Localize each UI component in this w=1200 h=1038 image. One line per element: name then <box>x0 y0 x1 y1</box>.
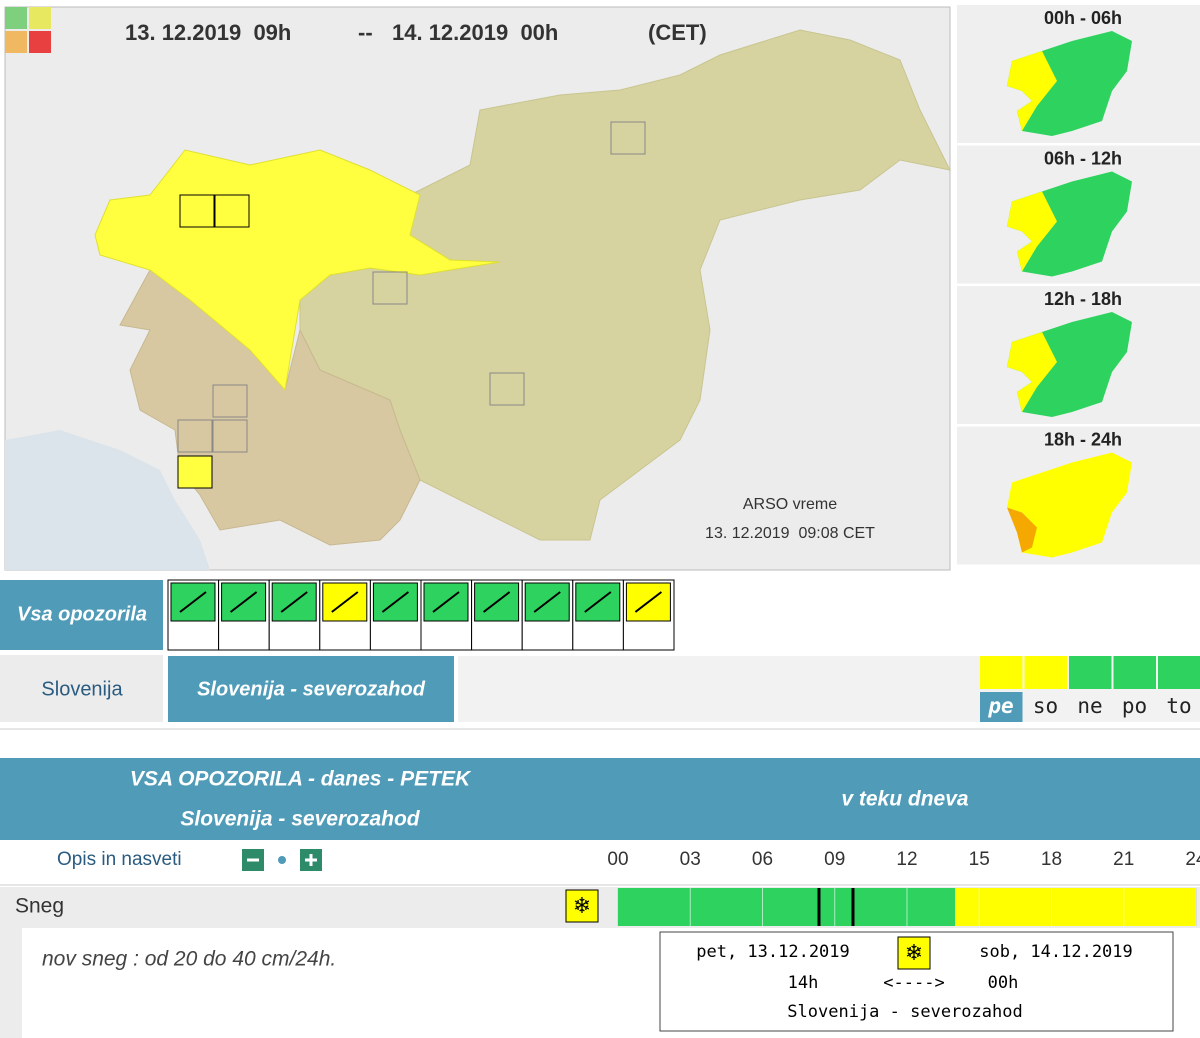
description: nov sneg : od 20 do 40 cm/24h. <box>42 948 336 971</box>
hour-label: 21 <box>1113 849 1134 870</box>
day-label[interactable]: po <box>1122 694 1147 718</box>
warning-type-icon[interactable] <box>625 582 671 622</box>
snow-glyph: ❄ <box>573 893 591 918</box>
period-warning-area <box>1007 191 1057 272</box>
period-warning-area <box>1007 507 1037 553</box>
warning-type-glyph[interactable] <box>179 591 207 613</box>
map-timezone: (CET) <box>648 20 707 45</box>
region-northwest <box>94 149 501 392</box>
warning-type-glyph[interactable] <box>229 591 258 613</box>
period-map <box>1007 452 1132 558</box>
day-color[interactable] <box>980 656 1023 689</box>
period-map <box>1007 312 1132 417</box>
timeline-segment <box>618 888 956 926</box>
reset-dot[interactable] <box>278 856 286 864</box>
map-date-to: 14. 12.2019 00h <box>392 20 558 45</box>
snow-icon <box>565 889 599 923</box>
expand-icon[interactable] <box>305 854 317 866</box>
warning-type-glyph[interactable] <box>280 591 308 613</box>
map-credit: ARSO vreme <box>743 496 837 513</box>
timeline-segment <box>955 888 1196 926</box>
all-warnings-label[interactable]: Vsa opozorila <box>17 603 147 625</box>
table-region: Slovenija - severozahod <box>180 808 420 831</box>
day-color[interactable] <box>1024 656 1068 689</box>
warning-type-glyph[interactable] <box>584 591 612 613</box>
map-timestamp: 13. 12.2019 09:08 CET <box>705 525 875 542</box>
period-label[interactable]: 18h - 24h <box>1044 429 1122 449</box>
day-label[interactable]: ne <box>1077 694 1102 718</box>
region-tab[interactable]: Slovenija <box>41 678 123 700</box>
period-shape <box>1007 452 1132 558</box>
period-warning-area <box>1007 51 1057 131</box>
detail-from-hour: 14h <box>788 973 819 993</box>
legend-orange <box>5 31 27 53</box>
row-name: Sneg <box>15 895 64 918</box>
detail-icon <box>897 936 931 970</box>
region-tab-box[interactable] <box>0 655 163 722</box>
legend-yellow <box>29 7 51 29</box>
detail-glyph: ❄ <box>905 940 923 965</box>
desc-margin <box>0 928 22 1038</box>
all-warnings-box[interactable] <box>0 580 163 650</box>
warning-type-glyph[interactable] <box>533 591 561 613</box>
hour-label: 00 <box>607 849 628 870</box>
detail-to-hour: 00h <box>988 973 1019 993</box>
map-icons <box>177 121 646 489</box>
period-label[interactable]: 00h - 06h <box>1044 8 1122 28</box>
sea <box>5 430 210 570</box>
hour-label: 24 <box>1185 849 1200 870</box>
region-tab-active[interactable]: Slovenija - severozahod <box>197 678 426 700</box>
warning-type-glyph[interactable] <box>482 591 511 613</box>
hour-label: 03 <box>680 849 701 870</box>
period-label[interactable]: 12h - 18h <box>1044 289 1122 309</box>
period-warning-area <box>1007 332 1057 412</box>
warning-type-icon[interactable] <box>221 582 267 622</box>
hour-label: 18 <box>1041 849 1062 870</box>
day-active[interactable] <box>980 692 1023 722</box>
map-date-sep: -- <box>358 20 373 45</box>
advice-label[interactable]: Opis in nasveti <box>57 849 182 870</box>
day-label[interactable]: to <box>1166 694 1191 718</box>
warning-type-glyph[interactable] <box>381 591 410 613</box>
hour-label: 15 <box>969 849 990 870</box>
warning-type-icon[interactable] <box>524 582 570 622</box>
day-color[interactable] <box>1113 656 1157 689</box>
day-label[interactable]: so <box>1033 694 1058 718</box>
region-tab-active-box[interactable] <box>168 656 454 722</box>
period-map <box>1007 31 1132 136</box>
warning-type-glyph[interactable] <box>432 591 460 613</box>
table-period: v teku dneva <box>841 788 969 811</box>
warning-type-glyph[interactable] <box>331 591 359 613</box>
legend-red <box>29 31 51 53</box>
detail-region: Slovenija - severozahod <box>787 1002 1022 1022</box>
hour-label: 06 <box>752 849 773 870</box>
table-header <box>0 758 1200 840</box>
legend-green <box>5 7 27 29</box>
period-label[interactable]: 06h - 12h <box>1044 148 1122 168</box>
detail-arrow: <----> <box>883 973 944 993</box>
detail-from-day: pet, 13.12.2019 <box>696 942 850 962</box>
hour-label: 12 <box>896 849 917 870</box>
detail-to-day: sob, 14.12.2019 <box>979 942 1133 962</box>
day-color[interactable] <box>1158 656 1200 689</box>
warning-type-glyph[interactable] <box>634 591 663 613</box>
day-label[interactable]: pe <box>987 694 1013 718</box>
map-date-from: 13. 12.2019 09h <box>125 20 291 45</box>
table-title: VSA OPOZORILA - danes - PETEK <box>130 768 472 791</box>
period-map <box>1007 171 1132 277</box>
day-color[interactable] <box>1069 656 1112 689</box>
hour-label: 09 <box>824 849 845 870</box>
